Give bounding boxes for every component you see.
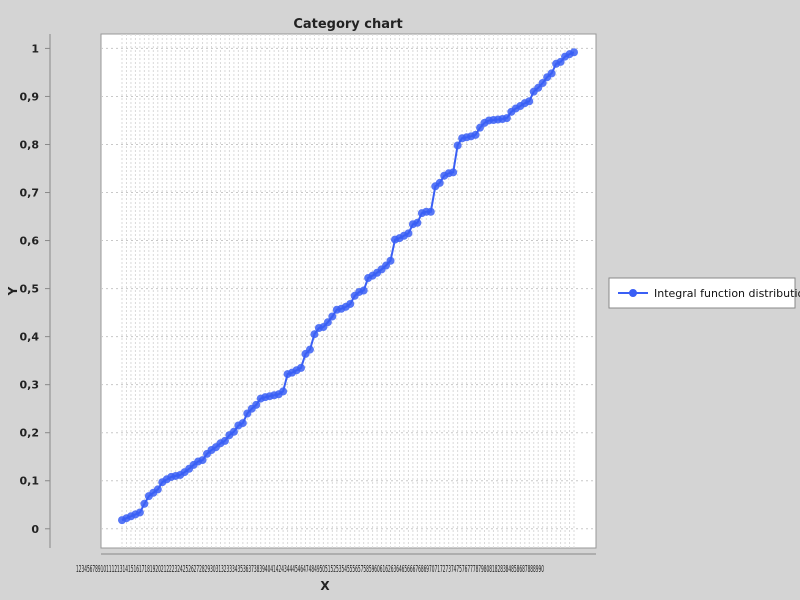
data-point: [229, 427, 238, 436]
y-tick-label: 0,3: [20, 379, 40, 392]
y-tick-label: 0,6: [20, 235, 40, 248]
y-tick-label: 0: [31, 523, 39, 536]
series-layer: [118, 48, 578, 525]
data-point: [538, 78, 547, 87]
data-point: [525, 97, 534, 106]
grid-lines: [101, 34, 596, 548]
y-tick-labels: 0 0,1 0,2 0,3 0,4 0,5 0,6 0,7 0,8 0,9 1: [20, 42, 40, 535]
data-point: [570, 48, 578, 57]
data-point: [386, 256, 395, 265]
y-tick-label: 0,9: [20, 90, 40, 103]
data-point: [140, 499, 149, 508]
data-point: [279, 387, 288, 396]
data-point: [305, 345, 314, 354]
data-point: [449, 168, 458, 177]
data-point: [359, 286, 368, 295]
data-point: [426, 207, 435, 216]
data-point: [453, 141, 462, 150]
data-point: [310, 330, 319, 339]
plot-background: [100, 33, 597, 549]
data-point: [328, 312, 337, 321]
y-tick-label: 0,8: [20, 138, 40, 151]
data-point: [547, 69, 556, 78]
y-tick-label: 0,5: [20, 283, 40, 296]
data-point: [153, 485, 162, 494]
data-point: [471, 130, 480, 139]
data-point: [404, 229, 413, 238]
data-point: [323, 318, 332, 327]
y-tick-label: 0,4: [20, 331, 40, 344]
data-point: [502, 114, 511, 123]
data-point: [556, 57, 565, 66]
data-point: [220, 436, 229, 445]
y-axis-label: Y: [6, 286, 20, 296]
legend-label: Integral function distribution: [654, 287, 800, 300]
chart-title: Category chart: [293, 17, 402, 32]
data-point: [346, 299, 355, 308]
y-tick-label: 1: [31, 42, 39, 55]
y-tick-label: 0,7: [20, 187, 40, 200]
data-point: [238, 419, 247, 428]
x-axis-label: X: [320, 579, 330, 593]
legend-marker: [629, 289, 637, 297]
axes: [45, 34, 596, 555]
data-point: [297, 363, 306, 372]
data-point: [198, 456, 207, 465]
data-point: [413, 218, 422, 227]
data-point: [435, 178, 444, 187]
data-point: [135, 508, 144, 517]
y-tick-label: 0,2: [20, 427, 40, 440]
data-point: [252, 400, 261, 409]
y-tick-label: 0,1: [20, 475, 40, 488]
legend: Integral function distribution: [608, 277, 800, 309]
x-tick-labels: 1234567891011121314151617181920212223242…: [76, 564, 544, 575]
